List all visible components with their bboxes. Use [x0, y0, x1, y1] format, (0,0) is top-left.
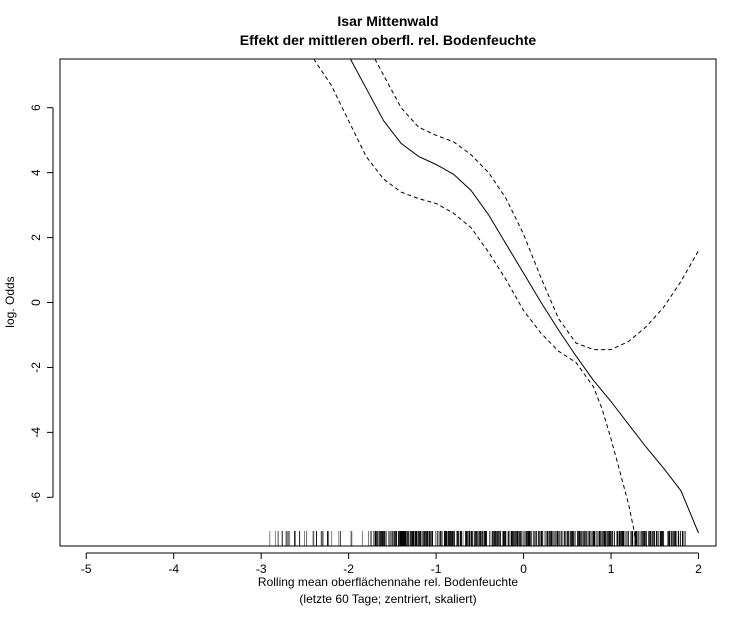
x-tick-label: 1	[608, 562, 615, 576]
x-tick-label: 0	[520, 562, 527, 576]
y-tick-label: -2	[29, 362, 43, 373]
y-axis: -6 -4 -2 0 2 4 6	[29, 104, 54, 503]
x-tick-label: -1	[431, 562, 442, 576]
chart-subtitle: Effekt der mittleren oberfl. rel. Bodenf…	[240, 32, 537, 48]
chart-title: Isar Mittenwald	[337, 13, 438, 29]
x-tick-label: -3	[256, 562, 267, 576]
effect-line	[349, 59, 699, 534]
y-tick-label: 6	[29, 104, 43, 111]
x-tick-label: 2	[695, 562, 702, 576]
y-tick-label: 4	[29, 169, 43, 176]
x-axis: -5 -4 -3 -2 -1 0 1 2	[81, 552, 702, 576]
x-axis-label-line2: (letzte 60 Tage; zentriert, skaliert)	[299, 592, 476, 606]
x-tick-label: -4	[168, 562, 179, 576]
y-tick-label: 2	[29, 234, 43, 241]
y-tick-label: 0	[29, 299, 43, 306]
confidence-band-line	[313, 59, 638, 546]
rug-marks	[269, 531, 686, 546]
confidence-band-line	[374, 59, 699, 351]
y-tick-label: -4	[29, 427, 43, 438]
x-axis-label: Rolling mean oberflächennahe rel. Bodenf…	[258, 575, 519, 589]
y-tick-label: -6	[29, 492, 43, 503]
plot-frame	[59, 58, 717, 547]
x-tick-label: -2	[343, 562, 354, 576]
series-layer	[313, 59, 699, 546]
x-tick-label: -5	[81, 562, 92, 576]
y-axis-label: log. Odds	[3, 276, 17, 327]
